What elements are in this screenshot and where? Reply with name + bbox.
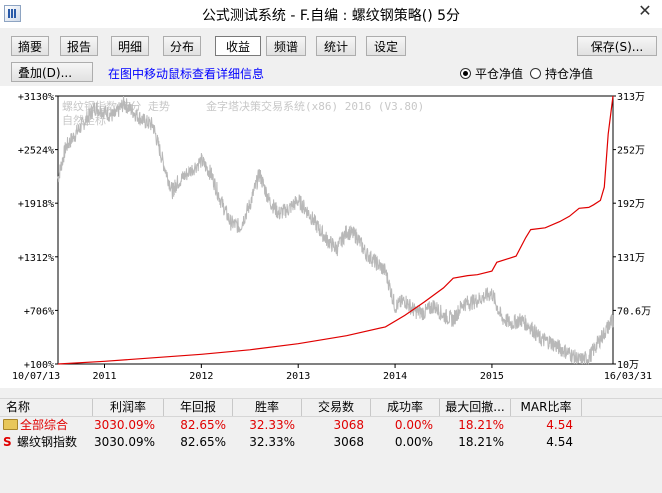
watermark-system: 金字塔决策交易系统(x86) 2016 (V3.80) xyxy=(206,99,424,113)
y-left-tick-label: +3130% xyxy=(18,92,54,103)
y-right-tick-label: 252万 xyxy=(617,146,645,157)
tab-settings[interactable]: 设定 xyxy=(366,36,406,56)
x-tick-label: 2012 xyxy=(189,371,213,382)
header-name[interactable]: 名称 xyxy=(6,400,31,414)
row-name-cell: 全部综合 xyxy=(3,417,68,434)
close-icon[interactable]: ✕ xyxy=(638,1,652,20)
x-start-label: 10/07/13 xyxy=(12,371,60,382)
header-profit[interactable]: 利润率 xyxy=(109,400,146,414)
y-right-tick-label: 10万 xyxy=(617,360,639,371)
hint-text: 在图中移动鼠标查看详细信息 xyxy=(108,67,265,81)
table-row[interactable]: 全部综合 3030.09% 82.65% 32.33% 3068 0.00% 1… xyxy=(0,417,662,434)
watermark-scale: 自然坐标 xyxy=(62,113,106,127)
tab-summary[interactable]: 摘要 xyxy=(11,36,49,56)
results-table: 名称 利润率 年回报 胜率 交易数 成功率 最大回撤... MAR比率 全部综合… xyxy=(0,398,662,451)
price-series-line xyxy=(57,95,614,365)
radio-flat-label: 平仓净值 xyxy=(475,67,524,81)
header-trades[interactable]: 交易数 xyxy=(317,400,354,414)
cell-mar: 4.54 xyxy=(546,418,573,432)
strategy-s-icon: S xyxy=(3,435,12,449)
returns-chart-panel[interactable]: 螺纹钢指数 5分 走势 金字塔决策交易系统(x86) 2016 (V3.80) 自然… xyxy=(0,86,662,388)
app-icon xyxy=(4,5,21,22)
cell-winrate: 32.33% xyxy=(249,435,295,449)
x-tick-label: 2011 xyxy=(92,371,116,382)
radio-hold-label: 持仓净值 xyxy=(545,67,594,81)
radio-checked-icon xyxy=(460,68,471,79)
header-winrate[interactable]: 胜率 xyxy=(254,400,279,414)
table-row[interactable]: S 螺纹钢指数 3030.09% 82.65% 32.33% 3068 0.00%… xyxy=(0,434,662,451)
tab-detail[interactable]: 明细 xyxy=(111,36,149,56)
y-right-tick-label: 192万 xyxy=(617,199,645,210)
row-name: 螺纹钢指数 xyxy=(17,435,78,449)
y-left-tick-label: +706% xyxy=(24,306,54,317)
cell-success: 0.00% xyxy=(394,435,433,449)
y-left-tick-label: +100% xyxy=(24,360,54,371)
cell-success: 0.00% xyxy=(394,418,433,432)
cell-mar: 4.54 xyxy=(546,435,573,449)
cell-winrate: 32.33% xyxy=(249,418,295,432)
header-drawdown[interactable]: 最大回撤... xyxy=(445,400,505,414)
x-tick-label: 2013 xyxy=(286,371,310,382)
tab-report[interactable]: 报告 xyxy=(60,36,98,56)
x-tick-label: 2015 xyxy=(480,371,504,382)
controls-row: 叠加(D)... 在图中移动鼠标查看详细信息 平仓净值 持仓净值 xyxy=(0,60,662,84)
toolbar: 摘要 报告 明细 分布 收益 频谱 统计 设定 保存(S)... xyxy=(0,28,662,58)
x-end-label: 16/03/31 xyxy=(604,371,652,382)
row-name: 全部综合 xyxy=(20,418,69,432)
save-button[interactable]: 保存(S)... xyxy=(577,36,657,56)
header-success[interactable]: 成功率 xyxy=(386,400,423,414)
cell-annual: 82.65% xyxy=(180,418,226,432)
y-left-tick-label: +1312% xyxy=(18,253,54,264)
row-name-cell: S 螺纹钢指数 xyxy=(3,434,77,451)
returns-chart[interactable]: 螺纹钢指数 5分 走势 金字塔决策交易系统(x86) 2016 (V3.80)自然… xyxy=(0,86,662,388)
header-mar[interactable]: MAR比率 xyxy=(520,400,572,414)
tab-distribution[interactable]: 分布 xyxy=(163,36,201,56)
y-right-tick-label: 131万 xyxy=(617,253,645,264)
radio-hold-nav[interactable]: 持仓净值 xyxy=(530,65,593,82)
title-bar: 公式测试系统 - F.自编 : 螺纹钢策略() 5分 ✕ xyxy=(0,0,662,28)
cell-drawdown: 18.21% xyxy=(458,418,504,432)
y-right-tick-label: 70.6万 xyxy=(617,306,651,317)
cell-drawdown: 18.21% xyxy=(458,435,504,449)
window-title: 公式测试系统 - F.自编 : 螺纹钢策略() 5分 xyxy=(201,8,461,24)
tab-returns[interactable]: 收益 xyxy=(215,36,261,56)
header-annual[interactable]: 年回报 xyxy=(179,400,216,414)
folder-icon xyxy=(3,419,18,430)
y-right-tick-label: 313万 xyxy=(617,92,645,103)
equity-series-line xyxy=(57,95,614,365)
cell-profit: 3030.09% xyxy=(93,418,155,432)
cell-profit: 3030.09% xyxy=(93,435,155,449)
overlay-button[interactable]: 叠加(D)... xyxy=(11,62,93,82)
radio-flat-nav[interactable]: 平仓净值 xyxy=(460,65,523,82)
x-tick-label: 2014 xyxy=(383,371,407,382)
cell-trades: 3068 xyxy=(333,435,364,449)
radio-unchecked-icon xyxy=(530,68,541,79)
cell-annual: 82.65% xyxy=(180,435,226,449)
tab-spectrum[interactable]: 频谱 xyxy=(266,36,306,56)
tab-statistics[interactable]: 统计 xyxy=(316,36,356,56)
y-left-tick-label: +2524% xyxy=(18,146,54,157)
y-left-tick-label: +1918% xyxy=(18,199,54,210)
table-header: 名称 利润率 年回报 胜率 交易数 成功率 最大回撤... MAR比率 xyxy=(0,398,662,417)
cell-trades: 3068 xyxy=(333,418,364,432)
